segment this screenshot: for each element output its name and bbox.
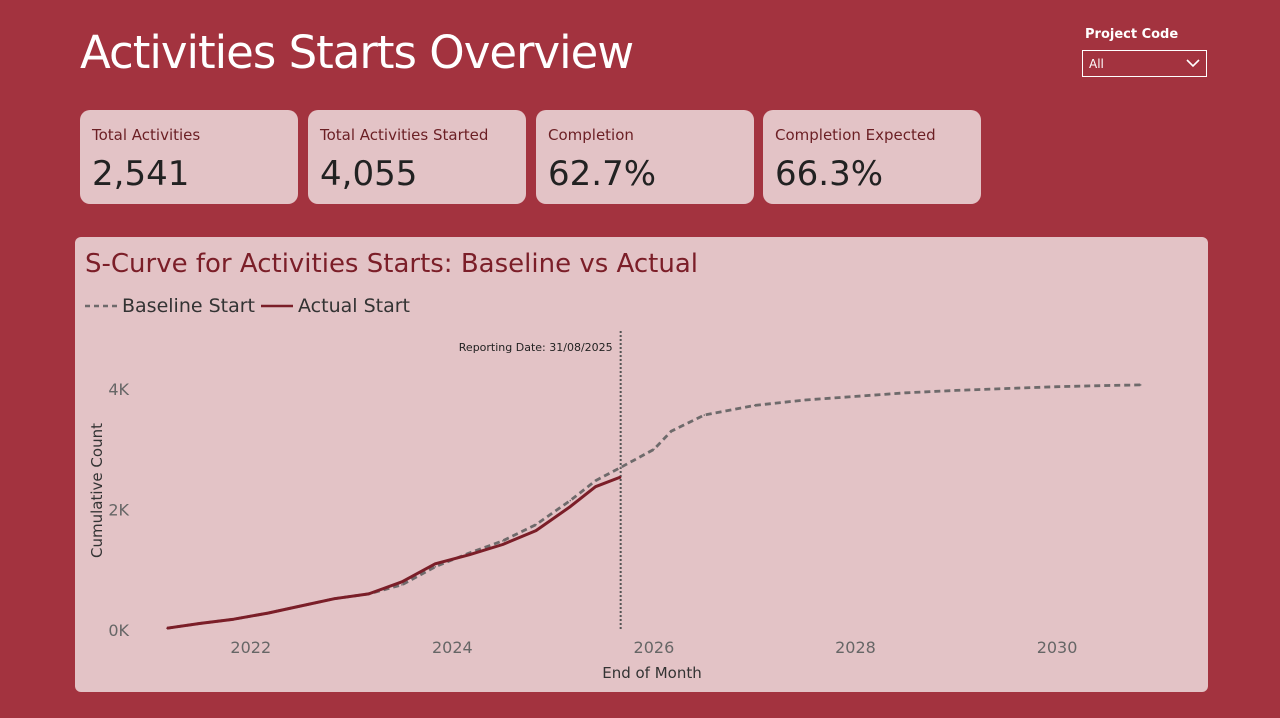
project-code-value: All bbox=[1089, 57, 1104, 71]
kpi-value: 4,055 bbox=[320, 154, 418, 194]
actual-start-point bbox=[333, 597, 336, 600]
y-axis-title: Cumulative Count bbox=[88, 423, 106, 558]
actual-start-point bbox=[401, 581, 403, 583]
chevron-down-icon[interactable] bbox=[1186, 56, 1200, 70]
baseline-start-line bbox=[166, 383, 1141, 630]
baseline-start-point bbox=[670, 430, 672, 433]
baseline-start-point bbox=[434, 565, 437, 568]
baseline-start-point bbox=[804, 399, 806, 401]
project-code-label: Project Code bbox=[1085, 27, 1179, 42]
actual-start-point bbox=[434, 562, 437, 565]
kpi-label: Completion bbox=[548, 126, 634, 144]
actual-start-point bbox=[501, 543, 504, 546]
kpi-value: 66.3% bbox=[775, 154, 884, 194]
y-tick-label: 0K bbox=[108, 621, 129, 640]
actual-start-point bbox=[300, 605, 302, 607]
kpi-card-completion: Completion 62.7% bbox=[536, 110, 754, 204]
s-curve-plot: 0K 2K 4K 2022 2024 2026 2028 2030 End of Month Cu… bbox=[88, 331, 1142, 682]
kpi-label: Total Activities bbox=[92, 126, 201, 144]
baseline-start-point bbox=[753, 404, 756, 407]
actual-start-point bbox=[468, 553, 471, 556]
chart-title: S-Curve for Activities Starts: Baseline … bbox=[85, 249, 698, 279]
baseline-start-point bbox=[501, 540, 504, 542]
s-curve-chart-card: S-Curve for Activities Starts: Baseline … bbox=[75, 237, 1208, 692]
baseline-start-point bbox=[535, 523, 537, 526]
kpi-card-total-activities-started: Total Activities Started 4,055 bbox=[308, 110, 526, 204]
x-tick-label: 2022 bbox=[230, 638, 271, 657]
baseline-start-point bbox=[1005, 387, 1008, 390]
reporting-date-label: Reporting Date: 31/08/2025 bbox=[459, 341, 613, 354]
x-axis-title: End of Month bbox=[602, 664, 702, 682]
x-tick-label: 2028 bbox=[835, 638, 876, 657]
baseline-start-point bbox=[401, 584, 403, 586]
actual-start-point bbox=[569, 505, 572, 508]
actual-start-line bbox=[166, 475, 622, 630]
baseline-start-point bbox=[955, 389, 958, 392]
actual-start-point bbox=[267, 612, 269, 614]
legend-swatch-actual bbox=[261, 304, 294, 308]
baseline-start-point bbox=[569, 499, 572, 502]
kpi-value: 2,541 bbox=[92, 154, 190, 194]
legend-label-actual: Actual Start bbox=[298, 295, 410, 317]
project-code-dropdown[interactable]: All bbox=[1082, 50, 1207, 77]
actual-start-point bbox=[166, 627, 168, 629]
legend-label-baseline: Baseline Start bbox=[122, 295, 256, 317]
legend-item-actual[interactable]: Actual Start bbox=[261, 295, 410, 317]
baseline-start-point bbox=[854, 395, 857, 398]
baseline-start-point bbox=[905, 391, 907, 394]
baseline-start-point bbox=[594, 479, 597, 482]
actual-start-point bbox=[367, 593, 370, 595]
actual-start-point bbox=[594, 485, 597, 488]
x-tick-label: 2030 bbox=[1037, 638, 1078, 657]
kpi-label: Completion Expected bbox=[775, 126, 936, 144]
x-tick-label: 2024 bbox=[432, 638, 473, 657]
baseline-start-point bbox=[1056, 385, 1058, 388]
baseline-start-point bbox=[1139, 384, 1142, 386]
baseline-start-point bbox=[619, 466, 622, 469]
actual-start-point bbox=[619, 476, 622, 478]
kpi-card-completion-expected: Completion Expected 66.3% bbox=[763, 110, 981, 204]
actual-start-point bbox=[199, 622, 202, 625]
baseline-start-point bbox=[1106, 384, 1109, 387]
kpi-value: 62.7% bbox=[548, 154, 657, 194]
kpi-card-total-activities: Total Activities 2,541 bbox=[80, 110, 298, 204]
page-title: Activities Starts Overview bbox=[80, 26, 634, 79]
chart-legend: Baseline Start Actual Start bbox=[85, 295, 416, 317]
y-tick-label: 4K bbox=[108, 380, 129, 399]
kpi-label: Total Activities Started bbox=[320, 126, 489, 144]
y-tick-label: 2K bbox=[108, 501, 129, 520]
x-tick-label: 2026 bbox=[634, 638, 675, 657]
baseline-start-point bbox=[703, 414, 706, 416]
actual-start-point bbox=[535, 529, 537, 532]
legend-item-baseline[interactable]: Baseline Start bbox=[85, 295, 255, 317]
actual-start-point bbox=[232, 618, 235, 620]
baseline-start-point bbox=[653, 448, 655, 451]
